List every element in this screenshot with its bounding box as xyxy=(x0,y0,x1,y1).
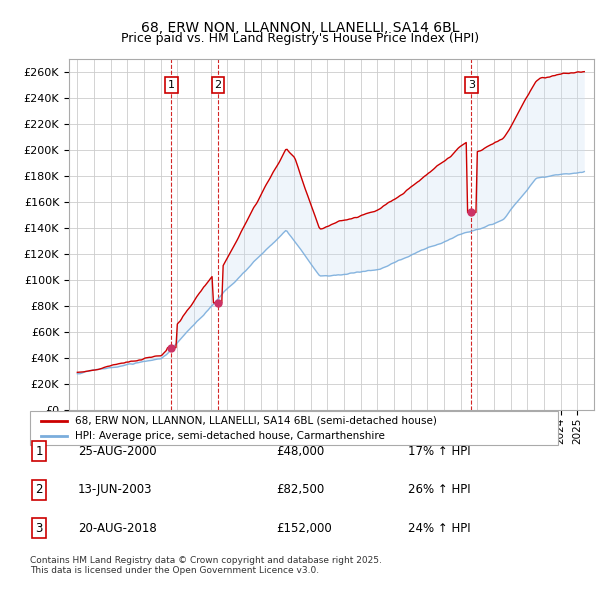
Text: 20-AUG-2018: 20-AUG-2018 xyxy=(78,522,157,535)
Text: 25-AUG-2000: 25-AUG-2000 xyxy=(78,445,157,458)
Text: 1: 1 xyxy=(35,445,43,458)
Text: 2: 2 xyxy=(35,483,43,496)
Text: Price paid vs. HM Land Registry's House Price Index (HPI): Price paid vs. HM Land Registry's House … xyxy=(121,32,479,45)
Text: 2: 2 xyxy=(215,80,221,90)
Text: 24% ↑ HPI: 24% ↑ HPI xyxy=(408,522,470,535)
Text: 17% ↑ HPI: 17% ↑ HPI xyxy=(408,445,470,458)
Text: 26% ↑ HPI: 26% ↑ HPI xyxy=(408,483,470,496)
Text: 1: 1 xyxy=(168,80,175,90)
Text: 3: 3 xyxy=(35,522,43,535)
Text: £82,500: £82,500 xyxy=(276,483,324,496)
Text: Contains HM Land Registry data © Crown copyright and database right 2025.
This d: Contains HM Land Registry data © Crown c… xyxy=(30,556,382,575)
Text: 3: 3 xyxy=(468,80,475,90)
FancyBboxPatch shape xyxy=(30,411,558,445)
Text: 68, ERW NON, LLANNON, LLANELLI, SA14 6BL (semi-detached house): 68, ERW NON, LLANNON, LLANELLI, SA14 6BL… xyxy=(75,416,437,426)
Text: £48,000: £48,000 xyxy=(276,445,324,458)
Text: 68, ERW NON, LLANNON, LLANELLI, SA14 6BL: 68, ERW NON, LLANNON, LLANELLI, SA14 6BL xyxy=(141,21,459,35)
Text: £152,000: £152,000 xyxy=(276,522,332,535)
Text: HPI: Average price, semi-detached house, Carmarthenshire: HPI: Average price, semi-detached house,… xyxy=(75,431,385,441)
Text: 13-JUN-2003: 13-JUN-2003 xyxy=(78,483,152,496)
